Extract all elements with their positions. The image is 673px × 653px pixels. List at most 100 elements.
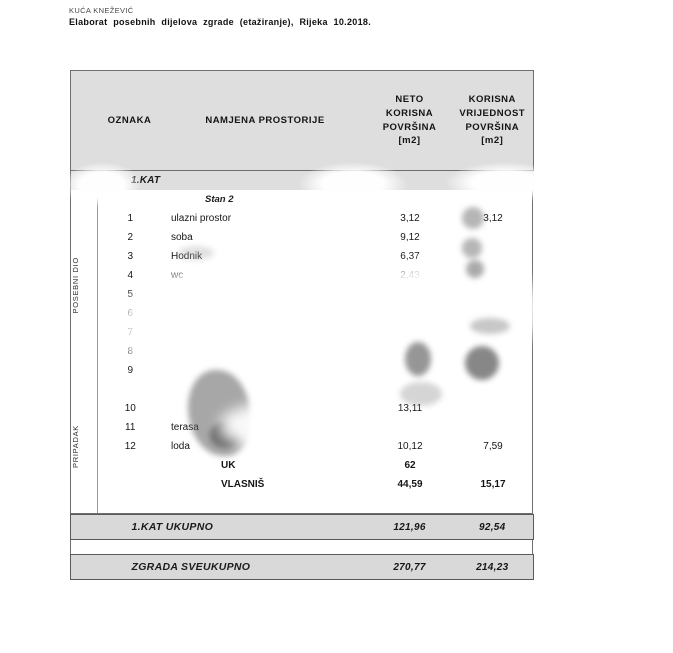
row-neto: 13,11 (397, 403, 423, 414)
korisna-line-3: POVRŠINA (465, 121, 520, 133)
korisna-line-1: KORISNA (468, 93, 516, 105)
subtotal-neto: 44,59 (397, 479, 423, 490)
row-korisna (452, 399, 534, 418)
table-row: 6 (71, 304, 534, 323)
row-mark: 2 (127, 232, 134, 243)
side-gap-cell (71, 380, 98, 399)
bottom-gap-korisna (452, 494, 534, 513)
floor-label: 1.KAT (97, 171, 535, 190)
row-korisna: 3,12 (483, 213, 503, 224)
building-total-neto: 270,77 (367, 554, 452, 580)
row-neto (368, 285, 452, 304)
row-mark: 10 (124, 403, 136, 414)
column-header-namjena: NAMJENA PROSTORIJE (162, 70, 368, 171)
row-neto (368, 418, 452, 437)
row-mark: 4 (127, 270, 134, 281)
row-mark: 11 (125, 422, 136, 433)
side-label-posebni-dio: POSEBNI DIO (71, 256, 80, 314)
row-korisna (452, 304, 534, 323)
row-neto: 9,12 (400, 232, 420, 243)
header-side-spacer (70, 70, 97, 171)
row-name (163, 323, 368, 342)
row-name: Hodnik (171, 251, 203, 262)
row-korisna (452, 228, 534, 247)
table-body-frame: 1.KAT POSEBNI DIO Stan 2 1 ulazni prosto… (70, 171, 535, 514)
table-row: 7 (71, 323, 534, 342)
etaziranje-table: OZNAKA NAMJENA PROSTORIJE NETO KORISNA P… (62, 70, 565, 580)
table-header: OZNAKA NAMJENA PROSTORIJE NETO KORISNA P… (70, 70, 534, 171)
row-name (163, 304, 368, 323)
subtotal-korisna (452, 456, 534, 475)
subtotal-row: UK 62 (71, 456, 534, 475)
table-row: PRIPADAK 10 13,11 (71, 399, 534, 494)
row-name: loda (171, 441, 190, 452)
row-korisna (452, 361, 534, 380)
row-name (163, 399, 368, 418)
unit-mark-spacer (97, 190, 163, 209)
gap-name (163, 380, 368, 399)
side-label-pripadak: PRIPADAK (71, 425, 80, 468)
neto-line-2: KORISNA (385, 107, 434, 119)
row-korisna (452, 418, 534, 437)
side-label-pripadak-cell: PRIPADAK (71, 399, 98, 494)
row-neto: 2,43 (400, 270, 420, 281)
korisna-line-2: VRIJEDNOST (459, 107, 526, 119)
row-korisna (452, 266, 534, 285)
body-bottom-gap-row (71, 494, 534, 513)
table-body: 1.KAT POSEBNI DIO Stan 2 1 ulazni prosto… (71, 171, 535, 513)
subtotal-label: UK (221, 460, 236, 471)
row-korisna (452, 285, 534, 304)
table-row: 4 wc 2,43 (71, 266, 534, 285)
unit-label: Stan 2 (205, 194, 234, 205)
table-row: 2 soba 9,12 (71, 228, 534, 247)
row-neto (368, 361, 452, 380)
table-row: 12 loda 10,12 7,59 (71, 437, 534, 456)
row-mark: 12 (124, 441, 136, 452)
table-row: 3 Hodnik 6,37 (71, 247, 534, 266)
row-name: ulazni prostor (171, 213, 232, 224)
table-row: 8 (71, 342, 534, 361)
side-bottom-spacer (71, 494, 98, 513)
row-mark: 9 (127, 365, 134, 376)
row-mark: 1 (127, 213, 134, 224)
row-korisna (452, 342, 534, 361)
subtotal-row: VLASNIŠ 44,59 15,17 (71, 475, 534, 494)
floor-total-korisna: 92,54 (451, 514, 535, 540)
row-name: wc (171, 270, 184, 281)
subtotal-neto: 62 (404, 460, 416, 471)
bottom-gap-name (163, 494, 368, 513)
gap-mark (97, 380, 163, 399)
building-total-label: ZGRADA SVEUKUPNO (96, 554, 368, 580)
subtotal-korisna: 15,17 (480, 479, 506, 490)
row-name (163, 342, 368, 361)
building-total-korisna: 214,23 (451, 554, 535, 580)
floor-total-bar: 1.KAT UKUPNO 121,96 92,54 (70, 514, 535, 540)
row-neto: 6,37 (400, 251, 420, 262)
unit-korisna-spacer (452, 190, 534, 209)
table-row: 5 (71, 285, 534, 304)
floor-section-row: 1.KAT (71, 171, 535, 190)
table-row: 11 terasa (71, 418, 534, 437)
gap-korisna (452, 380, 534, 399)
row-neto (368, 304, 452, 323)
totals-gap-bar (70, 540, 533, 554)
building-total-side-spacer (70, 554, 97, 580)
row-neto: 10,12 (397, 441, 423, 452)
neto-line-1: NETO (395, 93, 424, 105)
unit-neto-spacer (368, 190, 452, 209)
row-mark: 6 (127, 308, 134, 319)
table-row: 9 (71, 361, 534, 380)
floor-total-label: 1.KAT UKUPNO (96, 514, 368, 540)
document-subtitle: KUĆA KNEŽEVIĆ (69, 6, 134, 15)
row-korisna (452, 323, 534, 342)
korisna-line-4: [m2] (481, 135, 504, 147)
subtotal-mark-spacer (97, 475, 163, 494)
row-name (163, 285, 368, 304)
section-gap-row (71, 380, 534, 399)
row-mark: 7 (127, 327, 134, 338)
row-name: terasa (171, 422, 199, 433)
row-name: soba (171, 232, 193, 243)
subtotal-label: VLASNIŠ (221, 479, 265, 490)
column-header-oznaka: OZNAKA (96, 70, 163, 171)
bottom-gap-neto (368, 494, 452, 513)
